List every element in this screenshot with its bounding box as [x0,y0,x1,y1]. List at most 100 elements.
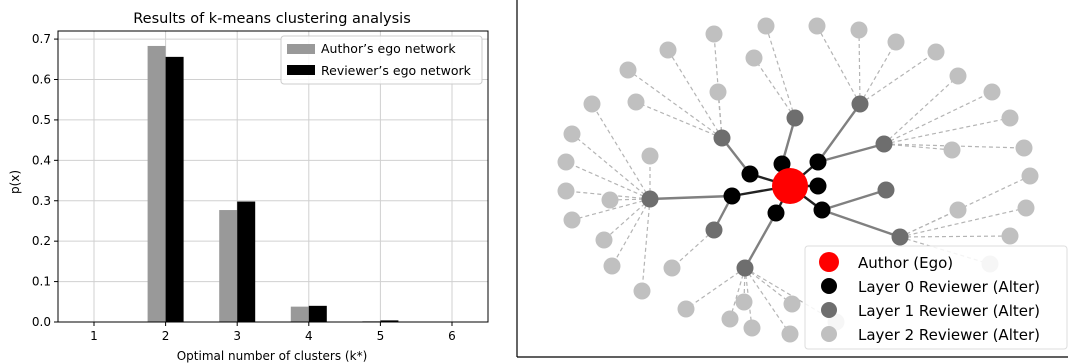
node-layer1-reviewer [851,95,869,113]
ego-network-diagram: Author (Ego) Layer 0 Reviewer (Alter) La… [516,0,1068,358]
node-layer2-reviewer [641,147,659,165]
legend-label-reviewer: Reviewer’s ego network [321,63,472,78]
plot-frame [57,30,489,323]
x-tick-label: 1 [90,329,98,343]
node-layer2-reviewer [927,43,945,61]
y-axis-label: p(x) [8,170,22,194]
edge-layer2 [883,143,953,151]
bar-author-k4 [290,306,309,322]
edge-layer1 [821,188,887,212]
legend-swatch-author [287,44,315,54]
legend-marker-layer0 [821,278,837,294]
node-layer0-reviewer [813,201,831,219]
edge-layer1 [821,208,901,239]
bar-reviewer-k4 [308,305,327,322]
node-layer2-reviewer [603,257,621,275]
legend-swatch-reviewer [287,65,315,75]
edge-layer2 [744,267,791,335]
node-layer0-reviewer [767,204,785,222]
y-tick-label: 0.6 [32,73,51,87]
node-layer0-reviewer [809,177,827,195]
node-layer2-reviewer [850,21,868,39]
edge-layer1 [649,194,733,201]
edge-layer2 [744,267,837,323]
edge-layer2 [883,75,959,145]
edge-layer2 [571,133,651,200]
node-layer1-reviewer [705,221,723,239]
node-layer2-reviewer [745,49,763,67]
x-tick-label: 2 [162,329,170,343]
node-layer2-reviewer [808,17,826,35]
ego-network-panel: Author (Ego) Layer 0 Reviewer (Alter) La… [510,0,1068,364]
bar-chart-panel: Results of k-means clustering analysis O… [0,0,500,364]
y-tick-label: 0.7 [32,32,51,46]
node-layer1-reviewer [891,228,909,246]
bar-author-k3 [219,210,238,322]
node-layer2-reviewer [557,182,575,200]
node-layer2-reviewer [783,295,801,313]
node-layer2-reviewer [583,95,601,113]
y-tick-label: 0.3 [32,194,51,208]
edge-layer2 [859,51,937,105]
edge-layer2 [591,103,651,200]
node-layer2-reviewer [619,61,637,79]
bars [147,45,399,323]
y-tick-label: 0.5 [32,113,51,127]
node-layer2-reviewer [743,319,761,337]
network-legend: Author (Ego) Layer 0 Reviewer (Alter) La… [804,245,1068,350]
node-layer2-reviewer [633,282,651,300]
legend-box [280,35,483,85]
network-legend-box [804,245,1068,350]
node-layer2-reviewer [601,191,619,209]
legend-label-layer2: Layer 2 Reviewer (Alter) [858,326,1040,344]
y-tick-label: 0.1 [32,275,51,289]
bar-reviewer-k5 [380,320,399,322]
node-layer1-reviewer [736,259,754,277]
node-author-ego [772,168,808,204]
node-layer2-reviewer [595,231,613,249]
node-layer2-reviewer [563,125,581,143]
edge-layer2 [753,57,796,119]
bar-author-k2 [147,45,166,323]
edge-layer2 [641,198,651,292]
edge-layer2 [611,198,651,267]
node-layer1-reviewer [641,190,659,208]
edge-layer2 [635,101,723,139]
legend-label-author: Author’s ego network [321,41,456,56]
node-layer0-reviewer [741,165,759,183]
node-layer2-reviewer [627,93,645,111]
node-layer2-reviewer [557,153,575,171]
legend-marker-layer2 [821,326,837,342]
bar-chart: Results of k-means clustering analysis O… [8,11,489,363]
edge-layer2 [729,267,746,320]
edge-layer2 [858,29,861,105]
edge-layer1 [817,103,861,163]
node-layer2-reviewer [1015,139,1033,157]
node-layer2-reviewer [949,201,967,219]
node-layer2-reviewer [781,325,799,343]
node-layer2-reviewer [721,310,739,328]
node-layer2-reviewer [563,211,581,229]
node-layer2-reviewer [983,83,1001,101]
y-tick-label: 0.2 [32,234,51,248]
edge-layer2 [883,91,993,145]
x-tick-label: 6 [448,329,456,343]
edge-layer2 [765,25,796,119]
node-layer2-reviewer [943,141,961,159]
axis-ticks: 0.0 0.1 0.2 0.3 0.4 0.5 0.6 0.7 1 2 3 4 5 6 [32,32,456,343]
node-layer1-reviewer [713,129,731,147]
node-layer2-reviewer [1001,109,1019,127]
x-axis-label: Optimal number of clusters (k*) [177,349,368,363]
edge-layer2 [899,207,1027,238]
node-layer1-reviewer [877,181,895,199]
edge-layer2 [603,198,651,241]
edge-layer2 [627,69,723,139]
node-layer2-reviewer [735,293,753,311]
edge-layer2 [859,41,897,105]
edge-layer1 [743,212,778,269]
node-layer0-reviewer [723,187,741,205]
y-tick-label: 0.0 [32,315,51,329]
edge-layer1 [817,142,885,164]
node-layer2-reviewer [659,41,677,59]
x-tick-label: 5 [377,329,385,343]
